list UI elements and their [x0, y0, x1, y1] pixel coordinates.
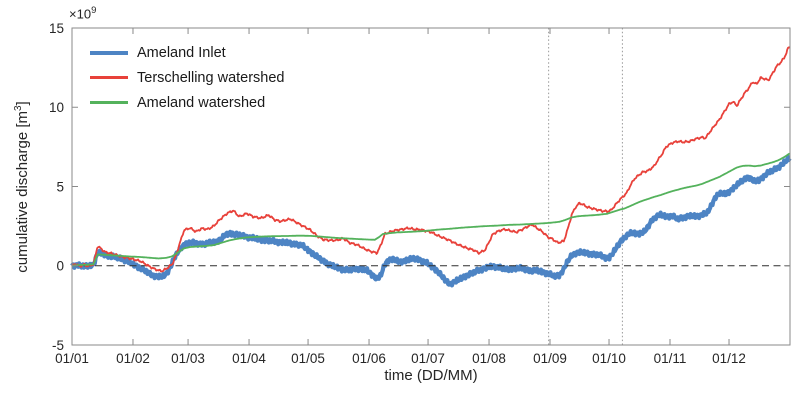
legend-label: Terschelling watershed — [137, 69, 285, 86]
x-tick-label: 01/09 — [533, 351, 567, 366]
y-axis-exponent-label: ×109 — [69, 5, 97, 22]
x-tick-label: 01/08 — [472, 351, 506, 366]
legend-entry-ameland-watershed: Ameland watershed — [90, 90, 285, 115]
legend-label: Ameland watershed — [137, 94, 266, 111]
x-axis-label: time (DD/MM) — [384, 367, 478, 384]
legend-entry-ameland-inlet: Ameland Inlet — [90, 40, 285, 65]
x-tick-label: 01/01 — [55, 351, 89, 366]
series-line-ameland-inlet — [70, 154, 792, 288]
legend-line-swatch — [90, 76, 128, 79]
y-tick-label: 10 — [49, 100, 64, 115]
legend-entry-terschelling-watershed: Terschelling watershed — [90, 65, 285, 90]
y-tick-label: 5 — [56, 179, 64, 194]
x-tick-label: 01/12 — [712, 351, 746, 366]
x-tick-label: 01/04 — [232, 351, 266, 366]
x-tick-label: 01/03 — [171, 351, 205, 366]
legend-label: Ameland Inlet — [137, 44, 226, 61]
legend-line-swatch — [90, 101, 128, 104]
x-tick-label: 01/02 — [116, 351, 150, 366]
series-line-ameland-watershed — [71, 152, 791, 267]
legend: Ameland Inlet Terschelling watershed Amela… — [90, 40, 285, 115]
series-line-terschelling-watershed — [71, 46, 791, 273]
x-tick-label: 01/11 — [654, 351, 687, 366]
y-tick-label: -5 — [52, 338, 64, 353]
legend-line-swatch — [90, 50, 128, 55]
x-tick-label: 01/10 — [592, 351, 626, 366]
y-tick-label: 15 — [49, 21, 64, 36]
x-tick-label: 01/05 — [291, 351, 325, 366]
x-tick-label: 01/07 — [411, 351, 445, 366]
y-tick-label: 0 — [56, 259, 64, 274]
y-axis-label: cumulative discharge [m3] — [13, 101, 31, 273]
x-tick-label: 01/06 — [352, 351, 386, 366]
